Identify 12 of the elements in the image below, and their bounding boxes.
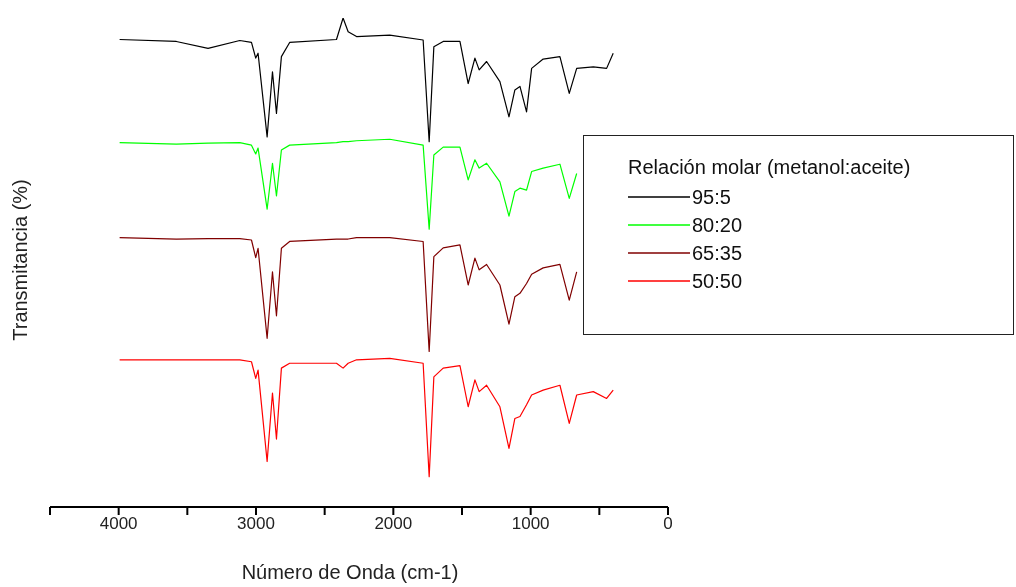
legend-label: 80:20 — [692, 213, 743, 237]
x-tick-label: 3000 — [237, 514, 275, 534]
x-axis-title: Número de Onda (cm-1) — [240, 561, 460, 584]
x-tick-label: 4000 — [99, 514, 138, 534]
legend-label: 95:5 — [692, 185, 731, 209]
legend-title: Relación molar (metanol:aceite) — [628, 156, 912, 179]
x-tick-label: 1000 — [511, 514, 550, 534]
x-tick-label: 0 — [663, 514, 673, 534]
x-tick-label: 2000 — [374, 514, 413, 534]
legend-label: 65:35 — [692, 241, 743, 265]
y-axis-title: Transmitancia (%) — [8, 179, 32, 341]
legend-label: 50:50 — [692, 269, 743, 293]
